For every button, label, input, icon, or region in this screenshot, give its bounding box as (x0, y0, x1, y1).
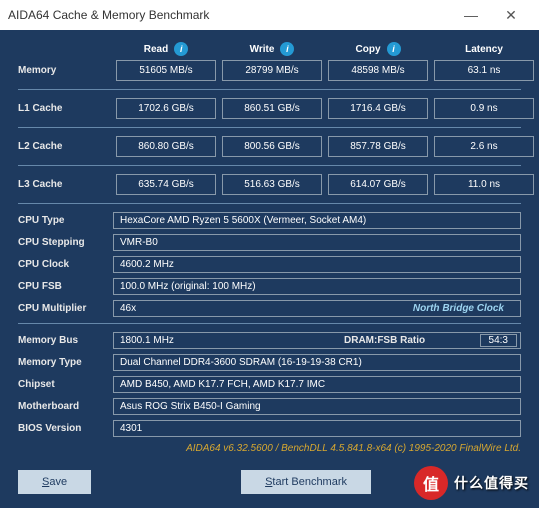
value-cell: 2.6 ns (434, 136, 534, 157)
north-bridge-label[interactable]: North Bridge Clock (413, 303, 514, 314)
value-cell: 1716.4 GB/s (328, 98, 428, 119)
header-read: Read (144, 44, 168, 55)
info-icon[interactable]: i (174, 42, 188, 56)
info-icon[interactable]: i (387, 42, 401, 56)
value-cell: 48598 MB/s (328, 60, 428, 81)
info-label: CPU Stepping (18, 237, 113, 248)
ratio-value: 54:3 (480, 334, 517, 347)
row-l2: L2 Cache 860.80 GB/s 800.56 GB/s 857.78 … (18, 136, 521, 157)
separator (18, 165, 521, 166)
close-button[interactable]: ✕ (491, 0, 531, 30)
value-cell: 11.0 ns (434, 174, 534, 195)
content-area: Readi Writei Copyi Latency Memory 51605 … (0, 30, 539, 464)
app-window: AIDA64 Cache & Memory Benchmark — ✕ Read… (0, 0, 539, 508)
save-button[interactable]: Save (18, 470, 91, 494)
info-icon[interactable]: i (280, 42, 294, 56)
value-cell: 28799 MB/s (222, 60, 322, 81)
separator (18, 323, 521, 324)
value-cell: 516.63 GB/s (222, 174, 322, 195)
info-value: VMR-B0 (113, 234, 521, 251)
value-cell: 0.9 ns (434, 98, 534, 119)
ratio-label: DRAM:FSB Ratio (344, 335, 425, 346)
info-value: Asus ROG Strix B450-I Gaming (113, 398, 521, 415)
info-value: 4600.2 MHz (113, 256, 521, 273)
cpu-info: CPU Type HexaCore AMD Ryzen 5 5600X (Ver… (18, 212, 521, 317)
minimize-button[interactable]: — (451, 0, 491, 30)
row-label: L3 Cache (18, 179, 113, 190)
row-label: L1 Cache (18, 103, 113, 114)
header-latency: Latency (465, 44, 503, 55)
memory-info: Memory Bus 1800.1 MHz DRAM:FSB Ratio 54:… (18, 332, 521, 437)
separator (18, 203, 521, 204)
info-value: AMD B450, AMD K17.7 FCH, AMD K17.7 IMC (113, 376, 521, 393)
separator (18, 127, 521, 128)
info-label: Memory Bus (18, 335, 113, 346)
header-copy: Copy (356, 44, 381, 55)
info-label: BIOS Version (18, 423, 113, 434)
value-cell: 857.78 GB/s (328, 136, 428, 157)
info-label: Memory Type (18, 357, 113, 368)
value-cell: 800.56 GB/s (222, 136, 322, 157)
value-cell: 614.07 GB/s (328, 174, 428, 195)
watermark: 值 什么值得买 (414, 466, 529, 500)
row-l1: L1 Cache 1702.6 GB/s 860.51 GB/s 1716.4 … (18, 98, 521, 119)
row-label: Memory (18, 65, 113, 76)
info-value: 100.0 MHz (original: 100 MHz) (113, 278, 521, 295)
watermark-icon: 值 (414, 466, 448, 500)
info-label: CPU Clock (18, 259, 113, 270)
info-value: 4301 (113, 420, 521, 437)
value-cell: 63.1 ns (434, 60, 534, 81)
title-bar: AIDA64 Cache & Memory Benchmark — ✕ (0, 0, 539, 30)
info-value: HexaCore AMD Ryzen 5 5600X (Vermeer, Soc… (113, 212, 521, 229)
row-l3: L3 Cache 635.74 GB/s 516.63 GB/s 614.07 … (18, 174, 521, 195)
start-benchmark-button[interactable]: Start Benchmark (241, 470, 371, 494)
value-cell: 860.80 GB/s (116, 136, 216, 157)
value-cell: 51605 MB/s (116, 60, 216, 81)
info-label: CPU Multiplier (18, 303, 113, 314)
watermark-text: 什么值得买 (454, 473, 529, 493)
value-cell: 635.74 GB/s (116, 174, 216, 195)
column-headers: Readi Writei Copyi Latency (18, 42, 521, 56)
info-value: Dual Channel DDR4-3600 SDRAM (16-19-19-3… (113, 354, 521, 371)
info-label: Motherboard (18, 401, 113, 412)
row-memory: Memory 51605 MB/s 28799 MB/s 48598 MB/s … (18, 60, 521, 81)
value-cell: 1702.6 GB/s (116, 98, 216, 119)
header-write: Write (250, 44, 275, 55)
row-label: L2 Cache (18, 141, 113, 152)
info-value: 1800.1 MHz DRAM:FSB Ratio 54:3 (113, 332, 521, 349)
window-title: AIDA64 Cache & Memory Benchmark (8, 8, 451, 22)
info-label: CPU Type (18, 215, 113, 226)
separator (18, 89, 521, 90)
info-label: CPU FSB (18, 281, 113, 292)
footer-text: AIDA64 v6.32.5600 / BenchDLL 4.5.841.8-x… (18, 443, 521, 454)
info-label: Chipset (18, 379, 113, 390)
value-cell: 860.51 GB/s (222, 98, 322, 119)
info-value: 46xNorth Bridge Clock (113, 300, 521, 317)
